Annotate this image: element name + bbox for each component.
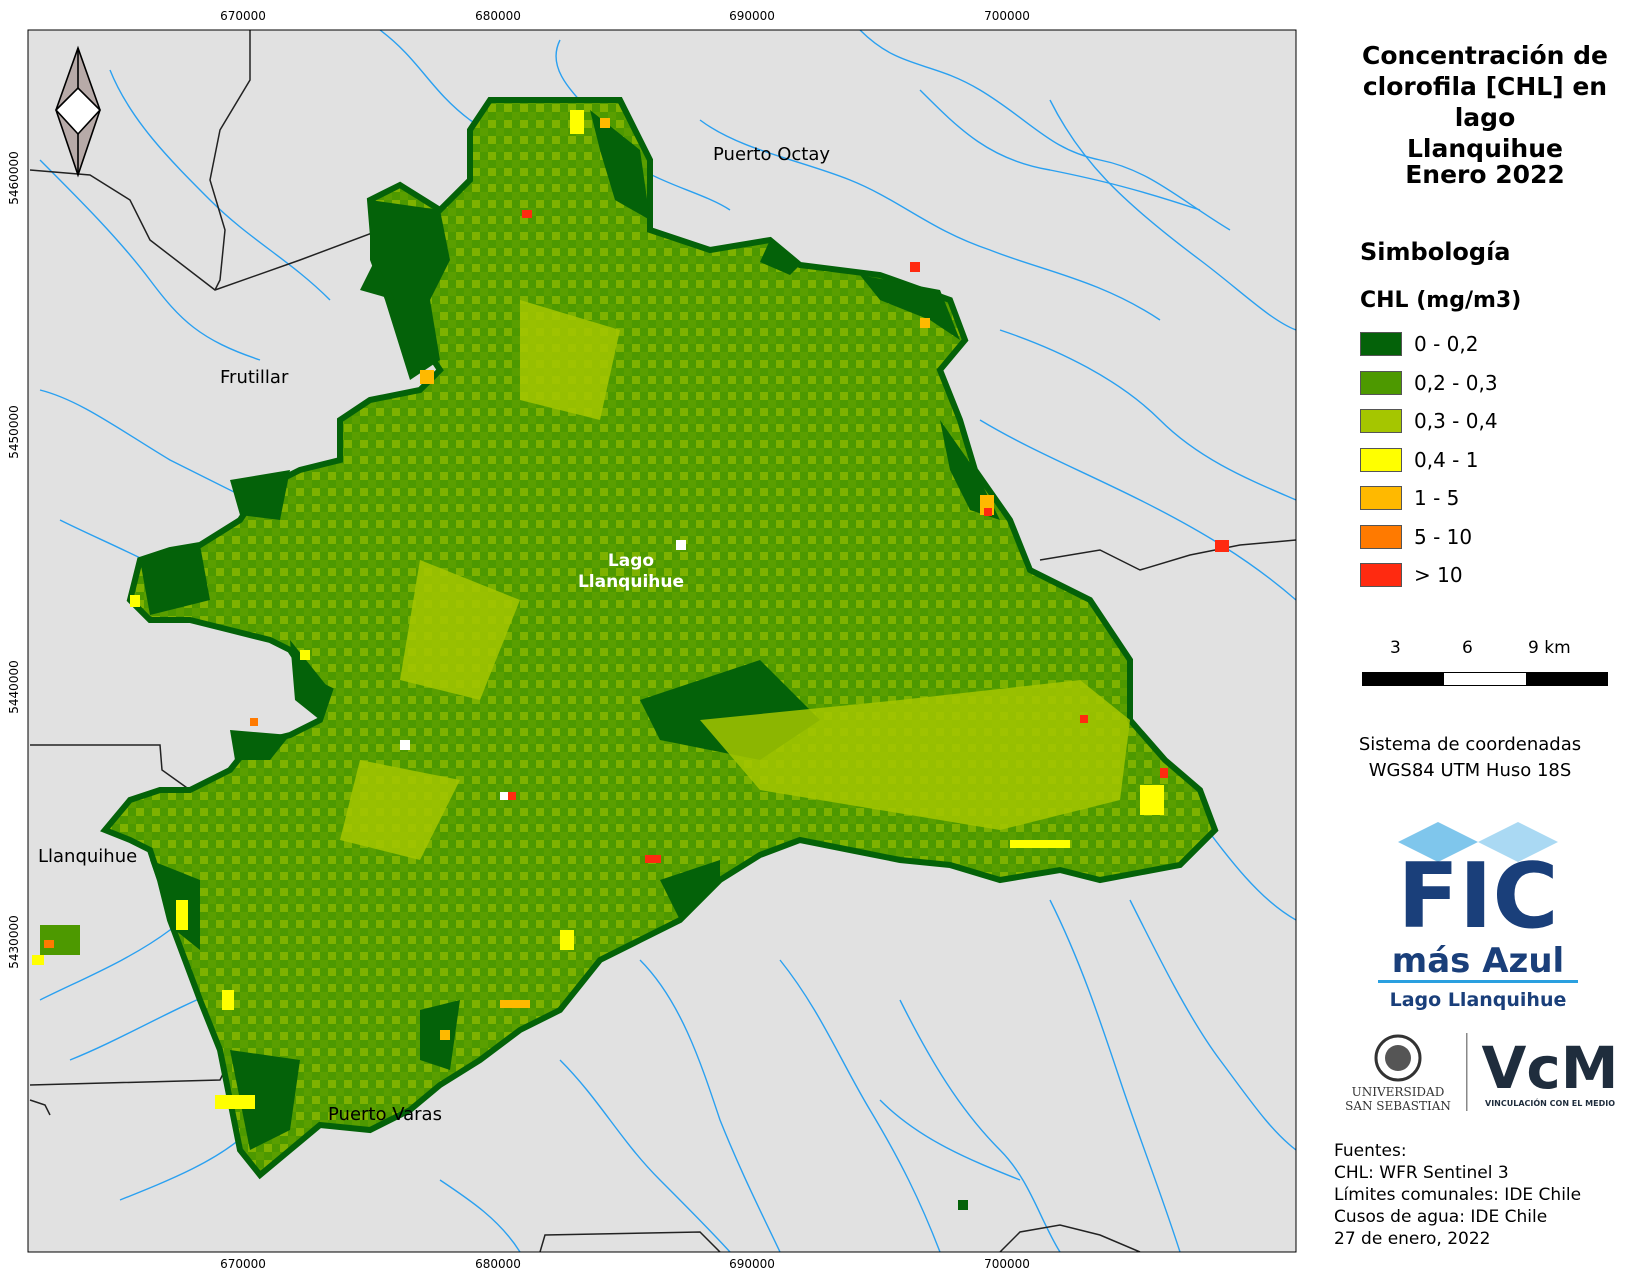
legend-label: 0,2 - 0,3 bbox=[1414, 370, 1498, 395]
scale-label: 3 bbox=[1390, 638, 1401, 658]
svg-text:670000: 670000 bbox=[220, 1257, 266, 1271]
svg-text:UNIVERSIDAD: UNIVERSIDAD bbox=[1352, 1085, 1445, 1099]
north-arrow-icon bbox=[54, 45, 102, 178]
coordinate-system: Sistema de coordenadas WGS84 UTM Huso 18… bbox=[1358, 734, 1582, 781]
label-lake-line2: Llanquihue bbox=[578, 572, 684, 592]
svg-text:5450000: 5450000 bbox=[7, 405, 21, 458]
legend-item: 0,4 - 1 bbox=[1360, 441, 1498, 480]
y-ticks-left: 5460000 5450000 5440000 5430000 bbox=[7, 151, 21, 968]
legend-item: 0 - 0,2 bbox=[1360, 325, 1498, 364]
map-date: Enero 2022 bbox=[1405, 160, 1565, 189]
scale-label: 6 bbox=[1462, 638, 1473, 658]
legend-swatch bbox=[1360, 486, 1402, 511]
legend-label: 5 - 10 bbox=[1414, 524, 1473, 549]
svg-text:VcM: VcM bbox=[1482, 1034, 1619, 1102]
side-panel: Concentración de clorofila [CHL] en lago… bbox=[1300, 0, 1640, 1272]
label-puerto-varas: Puerto Varas bbox=[328, 1104, 442, 1125]
legend-label: 1 - 5 bbox=[1414, 486, 1460, 511]
legend-swatch bbox=[1360, 524, 1402, 549]
uss-vcm-logo: UNIVERSIDAD SAN SEBASTIAN VcM VINCULACIÓ… bbox=[1345, 1033, 1619, 1113]
scale-bar bbox=[1362, 672, 1608, 686]
svg-text:670000: 670000 bbox=[220, 9, 266, 23]
source-line: Límites comunales: IDE Chile bbox=[1334, 1185, 1582, 1205]
legend-swatch bbox=[1360, 332, 1402, 357]
svg-text:5460000: 5460000 bbox=[7, 151, 21, 204]
legend-item: 1 - 5 bbox=[1360, 479, 1498, 518]
svg-text:680000: 680000 bbox=[475, 9, 521, 23]
commune-boundaries bbox=[29, 30, 1296, 1252]
label-frutillar: Frutillar bbox=[220, 367, 289, 388]
svg-text:690000: 690000 bbox=[729, 9, 775, 23]
svg-text:Lago Llanquihue: Lago Llanquihue bbox=[1390, 989, 1567, 1011]
sources-heading: Fuentes: bbox=[1334, 1141, 1407, 1161]
legend-swatch bbox=[1360, 447, 1402, 472]
svg-text:680000: 680000 bbox=[475, 1257, 521, 1271]
legend-label: > 10 bbox=[1414, 563, 1463, 588]
svg-text:SAN SEBASTIAN: SAN SEBASTIAN bbox=[1345, 1099, 1451, 1113]
legend-title: Simbología bbox=[1360, 238, 1511, 266]
legend-item: > 10 bbox=[1360, 556, 1498, 595]
legend-label: 0,3 - 0,4 bbox=[1414, 409, 1498, 434]
source-line: CHL: WFR Sentinel 3 bbox=[1334, 1163, 1509, 1183]
svg-text:más Azul: más Azul bbox=[1392, 941, 1564, 981]
sources: Fuentes: CHL: WFR Sentinel 3 Límites com… bbox=[1334, 1140, 1581, 1250]
map-canvas[interactable]: Puerto Octay Frutillar Llanquihue Puerto… bbox=[0, 0, 1300, 1272]
label-llanquihue: Llanquihue bbox=[38, 846, 137, 867]
legend-subtitle: CHL (mg/m3) bbox=[1360, 288, 1522, 313]
svg-text:VINCULACIÓN CON EL MEDIO: VINCULACIÓN CON EL MEDIO bbox=[1485, 1097, 1615, 1108]
legend-label: 0,4 - 1 bbox=[1414, 447, 1479, 472]
label-puerto-octay: Puerto Octay bbox=[713, 144, 830, 165]
legend-swatch bbox=[1360, 409, 1402, 434]
chl-mid-zones bbox=[340, 300, 1130, 860]
svg-text:700000: 700000 bbox=[984, 9, 1030, 23]
legend-label: 0 - 0,2 bbox=[1414, 332, 1479, 357]
legend: 0 - 0,2 0,2 - 0,3 0,3 - 0,4 0,4 - 1 1 - … bbox=[1360, 325, 1498, 595]
legend-item: 5 - 10 bbox=[1360, 518, 1498, 557]
fic-mas-azul-logo: FIC más Azul Lago Llanquihue bbox=[1378, 822, 1578, 1011]
svg-text:690000: 690000 bbox=[729, 1257, 775, 1271]
legend-swatch bbox=[1360, 563, 1402, 588]
x-ticks-bottom: 670000 680000 690000 700000 bbox=[220, 1257, 1030, 1271]
scale-labels: 3 6 9 km bbox=[1360, 638, 1600, 662]
svg-text:700000: 700000 bbox=[984, 1257, 1030, 1271]
legend-swatch bbox=[1360, 370, 1402, 395]
x-ticks-top: 670000 680000 690000 700000 bbox=[220, 9, 1030, 23]
source-line: 27 de enero, 2022 bbox=[1334, 1229, 1491, 1249]
svg-text:5440000: 5440000 bbox=[7, 660, 21, 713]
legend-item: 0,2 - 0,3 bbox=[1360, 364, 1498, 403]
source-line: Cusos de agua: IDE Chile bbox=[1334, 1207, 1548, 1227]
svg-text:5430000: 5430000 bbox=[7, 915, 21, 968]
chl-high-fringe bbox=[32, 110, 1229, 1210]
label-lake-line1: Lago bbox=[608, 551, 654, 571]
scale-label: 9 km bbox=[1528, 638, 1571, 658]
map-title: Concentración de clorofila [CHL] en lago… bbox=[1362, 41, 1608, 163]
svg-text:FIC: FIC bbox=[1397, 844, 1558, 949]
legend-item: 0,3 - 0,4 bbox=[1360, 402, 1498, 441]
